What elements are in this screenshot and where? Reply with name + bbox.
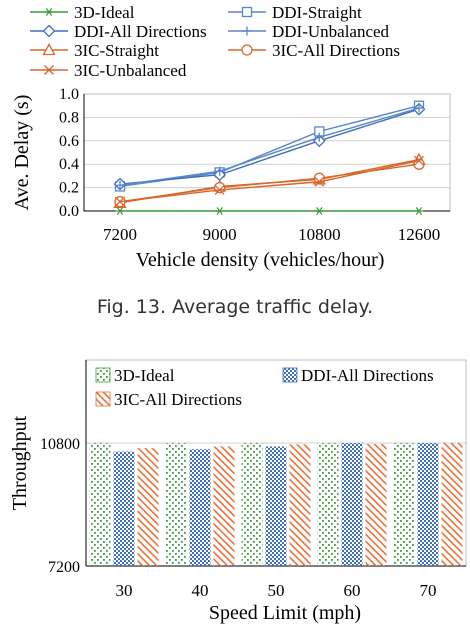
legend-marker [42,43,56,56]
data-point [214,184,225,195]
bar [137,448,159,566]
y-tick-label: 7200 [48,559,80,576]
figure-caption: Fig. 13. Average traffic delay. [96,296,374,318]
legend-item-ddi-straight: DDI-Straight [228,3,362,22]
legend-item-ddi-all-directions: DDI-All Directions [282,366,434,385]
legend-label: 3IC-All Directions [272,41,400,60]
data-point [414,103,424,113]
legend-label: DDI-Straight [272,3,362,22]
legend-label: DDI-All Directions [74,22,207,41]
legend-marker [242,26,252,36]
data-point [414,207,424,215]
bar [89,443,111,566]
legend-marker [241,44,253,56]
legend-label: DDI-All Directions [301,366,434,385]
series-line [119,160,420,203]
y-axis-title: Throughput [9,415,31,510]
x-tick-label: 12600 [398,225,441,244]
y-tick-label: 1.0 [59,86,79,103]
x-tick-label: 50 [268,581,285,600]
series-3ic-all-directions [114,158,425,208]
data-point [314,132,324,142]
legend-label: 3IC-All Directions [114,390,242,409]
bar [113,451,135,566]
data-point [314,207,324,215]
legend-label: 3IC-Unbalanced [74,61,187,80]
series-ddi-straight [114,100,425,192]
y-tick-label: 0.4 [59,156,79,173]
x-tick-label: 40 [192,581,209,600]
series-line [119,107,420,186]
legend-marker [44,65,54,75]
legend-label: DDI-Unbalanced [272,22,390,41]
throughput-bar-chart: 3D-Ideal DDI-All Directions 3IC-All Direct… [9,359,467,624]
legend-item-3d-ideal: 3D-Ideal [30,3,135,22]
data-point [214,181,226,194]
series-3d-ideal [115,207,424,215]
bar [189,449,211,566]
y-tick-label: 0.6 [59,133,79,150]
legend-label: 3D-Ideal [114,366,175,385]
x-tick-label: 10800 [298,225,341,244]
bar [317,443,339,566]
legend-swatch [95,391,111,407]
series-line [119,108,420,185]
legend-item-ddi-unbalanced: DDI-Unbalanced [228,22,390,41]
bar [417,443,439,566]
bar [289,444,311,566]
legend-label: 3IC-Straight [74,41,159,60]
series-3ic-unbalanced [115,155,424,207]
data-point [314,176,325,187]
bar [165,443,187,566]
legend-item-ddi-all-directions: DDI-All Directions [30,22,207,41]
data-point [414,155,424,166]
legend-item-3ic-unbalanced: 3IC-Unbalanced [30,61,187,80]
legend-swatch [282,367,298,383]
legend-marker [42,24,56,38]
x-tick-label: 70 [420,581,437,600]
series-ddi-unbalanced [115,103,424,190]
bar [265,446,287,566]
y-tick-label: 0.8 [59,109,79,126]
bar [241,443,263,566]
x-axis-title: Vehicle density (vehicles/hour) [136,249,385,271]
legend-item-3d-ideal: 3D-Ideal [95,366,175,385]
data-point [115,180,125,190]
bar [213,446,235,566]
data-point [115,196,125,207]
x-axis-title: Speed Limit (mph) [209,602,361,624]
legend-item-3ic-all-directions: 3IC-All Directions [228,41,400,60]
y-tick-label: 0.2 [59,180,79,197]
bar [341,443,363,566]
x-tick-label: 7200 [103,225,137,244]
bar [441,443,463,566]
legend-label: 3D-Ideal [74,3,135,22]
y-axis-title: Ave. Delay (s) [11,95,33,211]
legend-marker [44,8,54,16]
data-point [215,207,225,215]
legend-marker [241,6,253,18]
bar [393,443,415,566]
y-tick-label: 10800 [40,436,80,453]
y-tick-label: 0.0 [59,203,79,220]
x-tick-label: 60 [344,581,361,600]
data-point [215,166,225,176]
legend-item-3ic-straight: 3IC-Straight [30,41,159,60]
x-tick-label: 30 [116,581,133,600]
x-tick-label: 9000 [203,225,237,244]
data-point [115,207,125,215]
legend-item-3ic-all-directions: 3IC-All Directions [95,390,242,409]
bar [365,444,387,566]
legend-swatch [95,367,111,383]
delay-line-chart: 3D-Ideal DDI-Straight DDI-All Directions DD… [11,3,451,271]
